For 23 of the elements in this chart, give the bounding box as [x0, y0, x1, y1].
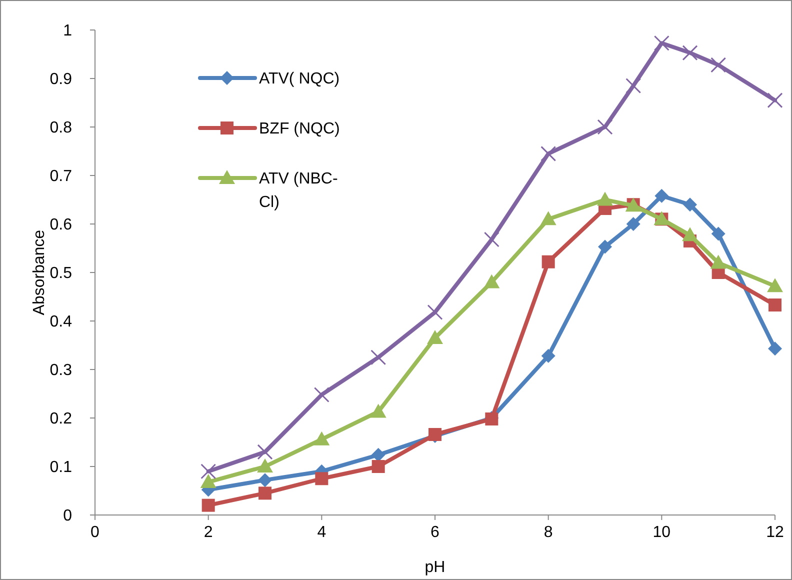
x-tick-label: 2	[204, 524, 213, 541]
y-tick-label: 0.7	[50, 168, 72, 186]
y-tick-label: 0.1	[50, 459, 72, 476]
x-tick-label: 8	[544, 524, 553, 541]
x-tick-label: 4	[317, 524, 326, 541]
y-axis-title: Absorbance	[31, 230, 48, 316]
y-tick-label: 0.3	[50, 362, 72, 380]
y-tick-label: 0.6	[50, 216, 72, 234]
x-tick-label: 0	[90, 524, 100, 541]
x-axis-title: pH	[424, 559, 446, 576]
x-tick-label: 10	[652, 524, 671, 541]
x-tick-label: 12	[766, 524, 784, 541]
legend-label: ATV (NBC-Cl)	[259, 170, 338, 211]
y-tick-label: 0.8	[50, 120, 72, 137]
y-tick-label: 0	[63, 508, 72, 525]
y-tick-label: 0.4	[50, 314, 72, 331]
y-tick-label: 0.2	[50, 410, 72, 428]
y-tick-label: 0.9	[50, 71, 72, 88]
y-tick-label: 0.5	[50, 265, 72, 282]
y-tick-label: 1	[63, 22, 72, 40]
legend-label: ATV( NQC)	[259, 70, 340, 88]
x-tick-label: 6	[430, 524, 440, 541]
legend-label: BZF (NQC)	[259, 120, 340, 138]
